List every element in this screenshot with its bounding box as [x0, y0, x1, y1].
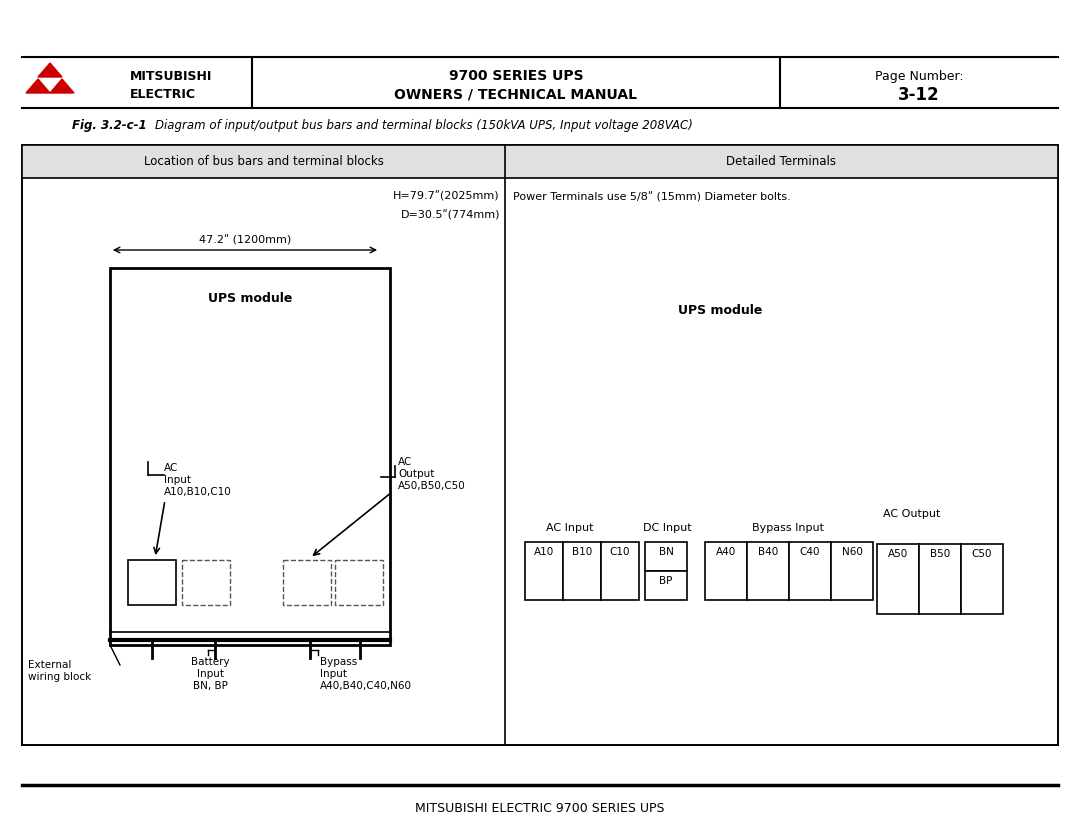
Bar	[563, 542, 600, 600]
Text: Power Terminals use 5/8ʺ (15mm) Diameter bolts.: Power Terminals use 5/8ʺ (15mm) Diameter…	[513, 192, 791, 202]
Text: A10,B10,C10: A10,B10,C10	[164, 487, 232, 497]
Text: Battery: Battery	[191, 657, 229, 667]
Text: OWNERS / TECHNICAL MANUAL: OWNERS / TECHNICAL MANUAL	[394, 87, 637, 101]
Text: Location of bus bars and terminal blocks: Location of bus bars and terminal blocks	[144, 155, 383, 168]
Bar	[283, 560, 330, 605]
Bar	[747, 542, 789, 600]
Text: UPS module: UPS module	[678, 304, 762, 316]
Text: Detailed Terminals: Detailed Terminals	[727, 155, 837, 168]
Text: ELECTRIC: ELECTRIC	[130, 88, 195, 101]
Text: B10: B10	[572, 547, 592, 557]
Text: BN: BN	[659, 547, 674, 557]
Text: C40: C40	[800, 547, 820, 557]
Text: Input: Input	[320, 669, 347, 679]
Text: A40: A40	[716, 547, 737, 557]
Text: AC: AC	[164, 463, 178, 473]
Text: 9700 SERIES UPS: 9700 SERIES UPS	[448, 69, 583, 83]
Text: A40,B40,C40,N60: A40,B40,C40,N60	[320, 681, 411, 691]
Text: Output: Output	[399, 469, 434, 479]
Bar	[110, 268, 390, 645]
Text: 47.2ʺ (1200mm): 47.2ʺ (1200mm)	[199, 235, 292, 245]
Text: H=79.7ʺ(2025mm): H=79.7ʺ(2025mm)	[393, 191, 500, 201]
Text: UPS module: UPS module	[207, 292, 293, 304]
Bar	[919, 544, 961, 614]
Bar	[645, 542, 687, 571]
Text: AC: AC	[399, 457, 413, 467]
Text: 3-12: 3-12	[899, 86, 940, 104]
Text: A50: A50	[888, 549, 908, 559]
Text: B40: B40	[758, 547, 778, 557]
Text: AC Input: AC Input	[546, 523, 594, 533]
Text: MITSUBISHI ELECTRIC 9700 SERIES UPS: MITSUBISHI ELECTRIC 9700 SERIES UPS	[415, 801, 665, 815]
Text: C10: C10	[610, 547, 631, 557]
Text: Page Number:: Page Number:	[875, 69, 963, 83]
Bar	[525, 542, 563, 600]
Text: Fig. 3.2-c-1   Diagram of input/output bus bars and terminal blocks (150kVA UPS,: Fig. 3.2-c-1 Diagram of input/output bus…	[72, 118, 687, 132]
Bar	[961, 544, 1003, 614]
Text: Bypass Input: Bypass Input	[752, 523, 824, 533]
Bar	[335, 560, 383, 605]
Text: N60: N60	[841, 547, 863, 557]
Text: Bypass: Bypass	[320, 657, 357, 667]
Text: Input: Input	[164, 475, 191, 485]
Bar	[183, 560, 230, 605]
Text: A10: A10	[534, 547, 554, 557]
Text: C50: C50	[972, 549, 993, 559]
Bar	[22, 145, 1058, 745]
Polygon shape	[38, 63, 62, 77]
Text: MITSUBISHI: MITSUBISHI	[130, 69, 213, 83]
Bar	[645, 571, 687, 600]
Polygon shape	[26, 79, 50, 93]
Text: Input: Input	[197, 669, 224, 679]
Bar	[831, 542, 873, 600]
Text: AC Output: AC Output	[883, 509, 941, 519]
Text: BP: BP	[659, 576, 673, 586]
Text: D=30.5ʺ(774mm): D=30.5ʺ(774mm)	[401, 210, 500, 220]
Bar	[129, 560, 176, 605]
Text: wiring block: wiring block	[28, 672, 91, 682]
Text: Diagram of input/output bus bars and terminal blocks (150kVA UPS, Input voltage : Diagram of input/output bus bars and ter…	[156, 118, 693, 132]
Bar	[22, 145, 1058, 178]
Text: B50: B50	[930, 549, 950, 559]
Bar	[877, 544, 919, 614]
Text: A50,B50,C50: A50,B50,C50	[399, 481, 465, 491]
Text: BN, BP: BN, BP	[192, 681, 228, 691]
Text: External: External	[28, 660, 71, 670]
Text: Fig. 3.2-c-1: Fig. 3.2-c-1	[72, 118, 147, 132]
Bar	[600, 542, 639, 600]
Text: DC Input: DC Input	[643, 523, 691, 533]
Polygon shape	[50, 79, 75, 93]
Bar	[789, 542, 831, 600]
Bar	[705, 542, 747, 600]
